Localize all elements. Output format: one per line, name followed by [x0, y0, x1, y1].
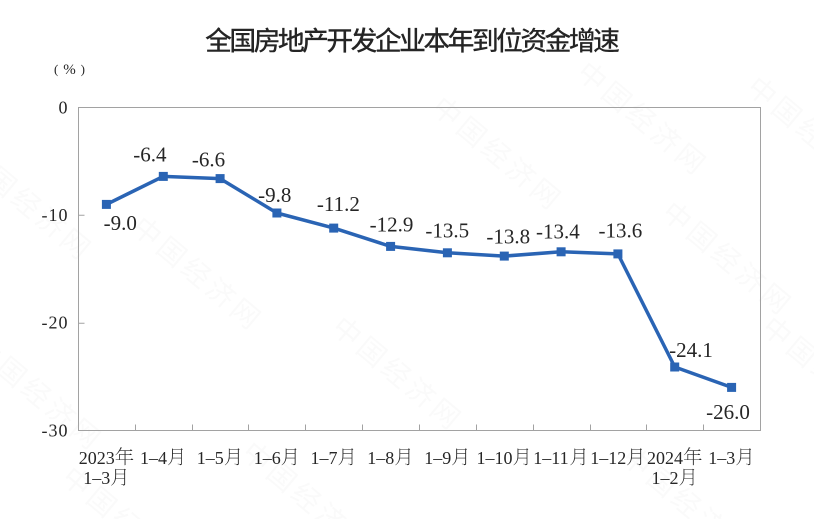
svg-text:-13.4: -13.4 — [536, 219, 580, 243]
svg-text:-6.6: -6.6 — [192, 148, 225, 172]
svg-text:-20: -20 — [42, 313, 69, 333]
svg-text:1–3: 1–3 — [708, 448, 735, 468]
svg-text:1–8: 1–8 — [367, 448, 394, 468]
svg-text:-30: -30 — [42, 420, 69, 440]
svg-text:1–5: 1–5 — [197, 448, 224, 468]
svg-text:1–7: 1–7 — [311, 448, 338, 468]
svg-text:1–4: 1–4 — [140, 448, 167, 468]
svg-text:0: 0 — [59, 97, 69, 117]
svg-text:-13.6: -13.6 — [599, 219, 643, 243]
svg-text:2023: 2023 — [79, 448, 115, 468]
svg-text:-11.2: -11.2 — [317, 192, 360, 216]
svg-text:(: ( — [54, 62, 58, 77]
svg-text:-10: -10 — [42, 205, 69, 225]
svg-text:): ) — [81, 62, 85, 77]
svg-text:1–6: 1–6 — [254, 448, 281, 468]
svg-text:-26.0: -26.0 — [706, 400, 750, 424]
svg-text:-12.9: -12.9 — [370, 212, 414, 236]
svg-text:-13.8: -13.8 — [486, 224, 530, 248]
svg-text:1–11: 1–11 — [533, 448, 568, 468]
svg-text:-24.1: -24.1 — [669, 338, 713, 362]
svg-text:-6.4: -6.4 — [133, 142, 167, 166]
svg-text:-9.8: -9.8 — [258, 183, 291, 207]
svg-text:-9.0: -9.0 — [104, 211, 137, 235]
svg-text:1–12: 1–12 — [590, 448, 626, 468]
svg-text:-13.5: -13.5 — [425, 219, 469, 243]
svg-text:2024: 2024 — [647, 448, 683, 468]
svg-text:1–10: 1–10 — [477, 448, 513, 468]
svg-text:1–9: 1–9 — [424, 448, 451, 468]
svg-text:%: % — [63, 62, 76, 78]
svg-text:1–3: 1–3 — [83, 468, 110, 488]
svg-text:1–2: 1–2 — [652, 468, 679, 488]
